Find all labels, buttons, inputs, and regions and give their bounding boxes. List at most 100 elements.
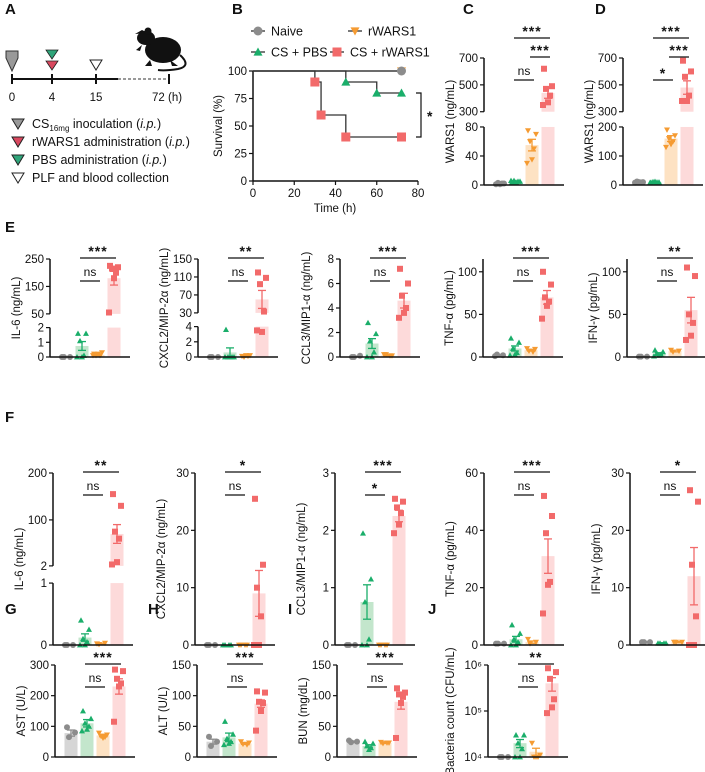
bar-cs_rwars1 [540,297,554,357]
point-cs-rwars1 [398,510,404,517]
x-tick-label: 60 [370,188,383,200]
y-axis-label: IFN-γ (pg/mL) [588,272,600,343]
point-cs-pbs [372,88,382,97]
significance-label: * [372,480,378,496]
y-tick-label: 300 [598,107,617,119]
legend-italic: i.p. [146,153,163,167]
point-cs-rwars1 [401,309,407,316]
point-cs-rwars1 [544,710,550,717]
point-cs-rwars1 [118,680,124,687]
point-cs-pbs [82,720,88,726]
y-axis-label: WARS1 (ng/mL) [445,80,457,163]
y-axis-label: Bacteria count (CFU/mL) [445,647,457,772]
axis-break-gap [54,565,134,584]
bar-chart-g: 0 100 200 300 AST (U/L) ns *** [16,649,135,764]
point-cs-rwars1 [262,689,268,696]
point-naive [253,26,263,36]
significance-label: *** [235,649,254,665]
point-cs-pbs [366,636,372,642]
point-naive [66,734,72,741]
y-tick-label: 0 [328,352,334,364]
y-tick-label: 70 [179,290,192,302]
point-rwars1 [527,641,533,647]
y-tick-label: 0 [472,180,478,192]
bar-chart-f5: 0 10 20 30 IFN-γ (pg/mL) ns * [591,457,705,652]
point-rwars1 [663,144,669,151]
y-tick-label: 0 [471,352,477,364]
legend-item: PBS administration (i.p.) [32,153,167,167]
point-cs-pbs [362,599,368,605]
bar-rwars1 [668,351,682,357]
point-cs-rwars1 [260,700,266,707]
point-rwars1 [670,139,676,145]
significance-label: ns [374,265,387,279]
y-axis-label: IL-6 (ng/mL) [14,528,26,591]
point-cs-rwars1 [539,315,545,322]
point-rwars1 [95,351,101,358]
y-tick-label: 30 [179,308,192,320]
point-cs-rwars1 [679,97,685,104]
y-tick-label: 150 [25,281,44,293]
y-tick-label: 110 [174,272,192,284]
point-rwars1 [529,740,535,747]
bar-cs_rwars1 [110,533,124,645]
point-naive [494,351,500,358]
y-axis-label: WARS1 (ng/mL) [584,80,596,163]
significance-label: ns [229,479,242,493]
y-tick-label: 300 [459,107,478,119]
y-tick-label: 2 [186,337,192,349]
point-cs-pbs [508,177,514,184]
bar-cs_rwars1 [112,686,126,757]
y-tick-label: 50 [608,309,621,321]
point-cs-rwars1 [548,281,554,288]
point-cs-rwars1 [540,102,546,109]
point-naive [647,639,653,646]
y-axis-label: Survival (%) [213,95,225,157]
panel-letter: G [5,601,17,618]
point-cs-pbs [373,330,379,337]
point-cs-rwars1 [253,727,259,734]
point-cs-rwars1 [106,309,112,316]
point-cs-rwars1 [399,292,405,299]
y-tick-label: 0 [241,176,247,188]
y-tick-label: 30 [176,468,189,480]
point-cs-rwars1 [683,336,689,343]
significance-label: ** [669,243,682,259]
point-cs-pbs [366,746,372,753]
point-cs-rwars1 [392,495,398,502]
point-cs-rwars1 [680,57,686,64]
y-tick-label: 100 [228,66,247,78]
point-cs-rwars1 [316,110,326,120]
point-rwars1 [380,741,386,747]
y-tick-label: 2 [328,328,334,340]
point-cs-pbs [80,635,86,642]
point-cs-rwars1 [541,65,547,72]
y-axis-label: IFN-γ (pg/mL) [591,523,603,594]
point-cs-rwars1 [114,559,120,566]
point-rwars1 [672,133,678,139]
significance-label: ns [664,479,677,493]
point-cs-pbs [78,617,84,623]
red-triangle-icon [45,60,59,71]
point-naive [214,738,220,745]
y-tick-label: 500 [459,80,478,92]
point-cs-rwars1 [261,308,267,315]
point-rwars1 [90,353,96,359]
point-cs-rwars1 [544,302,550,309]
panel-letter: E [5,219,15,236]
y-axis-label: ALT (U/L) [158,686,170,735]
point-cs-rwars1 [553,669,559,676]
significance-label: ns [371,671,384,685]
y-tick-label: 300 [30,660,49,672]
point-cs-rwars1 [688,68,694,75]
panel-letter: D [595,1,606,18]
error-bar [690,546,698,606]
point-rwars1 [664,127,670,133]
point-cs-rwars1 [109,561,115,568]
y-tick-label: 200 [28,468,47,480]
significance-label: *** [93,649,112,665]
y-tick-label: 20 [465,583,478,595]
y-tick-label: 4 [328,303,335,315]
y-tick-label: 150 [172,660,191,672]
